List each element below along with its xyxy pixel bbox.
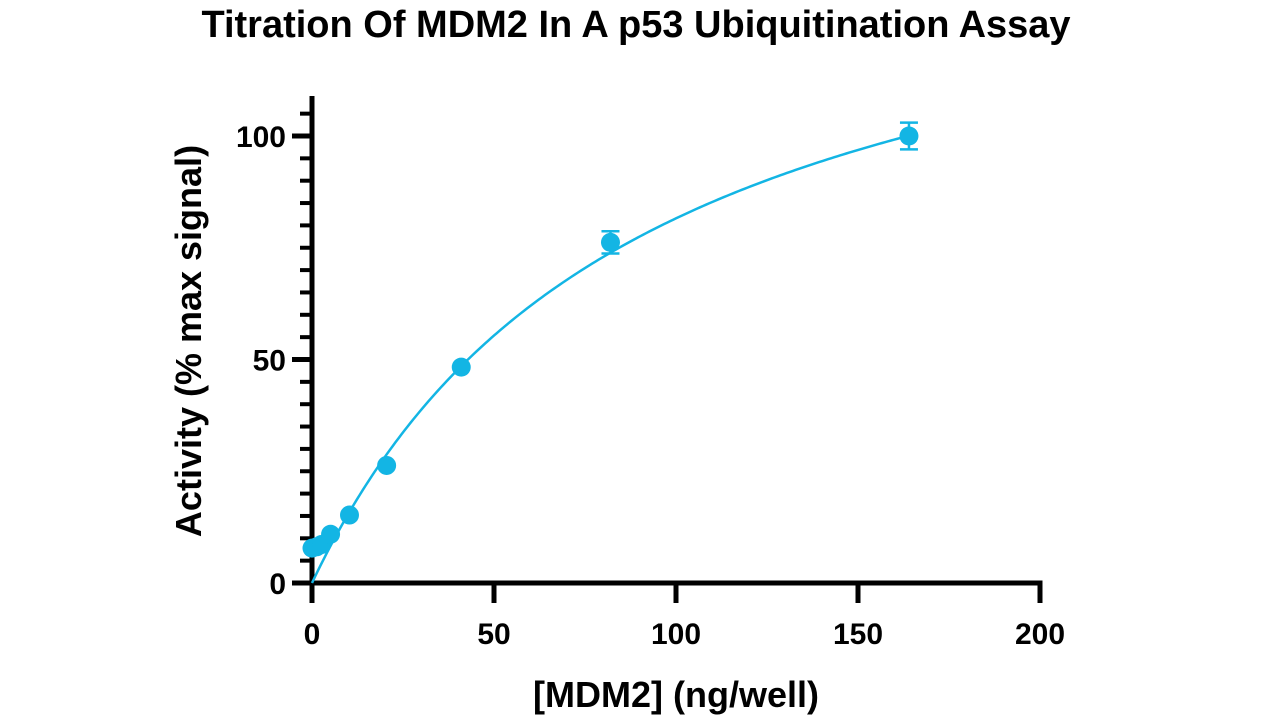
y-tick-label: 100 xyxy=(236,121,286,154)
data-point xyxy=(600,232,620,252)
x-tick-label: 50 xyxy=(477,618,510,651)
x-axis: 0 50 100 150 200 xyxy=(304,580,1065,651)
x-tick-label: 0 xyxy=(304,618,321,651)
chart-title: Titration Of MDM2 In A p53 Ubiquitinatio… xyxy=(201,4,1070,46)
x-tick-label: 150 xyxy=(833,618,883,651)
y-axis-label: Activity (% max signal) xyxy=(168,145,209,537)
y-tick-label: 50 xyxy=(253,345,286,378)
fit-layer xyxy=(310,134,910,584)
data-point xyxy=(899,126,919,146)
x-tick-label: 200 xyxy=(1015,618,1065,651)
fit-curve xyxy=(310,134,910,584)
data-point xyxy=(451,357,471,377)
data-point xyxy=(321,524,341,544)
data-point xyxy=(377,455,397,475)
y-tick-label: 0 xyxy=(269,568,286,601)
data-points xyxy=(302,121,919,558)
x-axis-label: [MDM2] (ng/well) xyxy=(533,674,819,715)
x-tick-label: 100 xyxy=(651,618,701,651)
data-point xyxy=(339,505,359,525)
y-axis: 0 50 100 xyxy=(236,96,315,601)
